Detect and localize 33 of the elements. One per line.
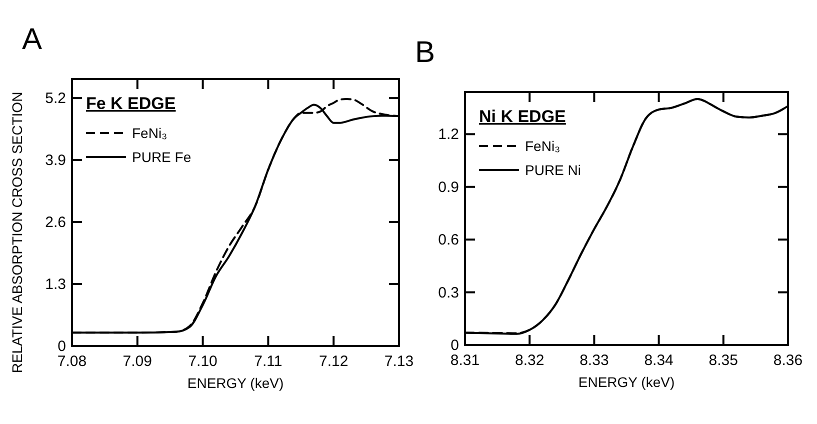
y-tick-label: 1.3 <box>45 276 66 294</box>
y-tick-label: 3.9 <box>45 152 66 170</box>
x-tick-label: 7.10 <box>188 353 218 370</box>
y-tick-label: 0.3 <box>438 284 459 302</box>
x-tick-label: 7.12 <box>319 353 348 370</box>
legend-title: Fe K EDGE <box>86 94 176 113</box>
legend-title: Ni K EDGE <box>479 107 566 126</box>
legend-label: PURE Fe <box>132 149 192 165</box>
x-tick-label: 7.11 <box>254 353 282 370</box>
y-tick-label: 1.2 <box>438 126 459 144</box>
y-axis-title: RELATIVE ABSORPTION CROSS SECTION <box>9 92 25 374</box>
y-tick-label: 5.2 <box>45 90 66 108</box>
legend-label: FeNi₃ <box>132 125 168 141</box>
x-axis-title: ENERGY (keV) <box>578 374 675 390</box>
legend-label: PURE Ni <box>525 162 582 178</box>
x-tick-label: 8.36 <box>773 352 803 369</box>
x-tick-label: 8.31 <box>450 352 480 369</box>
x-tick-label: 7.09 <box>122 353 152 370</box>
x-tick-label: 8.32 <box>515 352 544 369</box>
x-tick-label: 7.13 <box>384 353 414 370</box>
x-tick-label: 8.33 <box>580 352 609 369</box>
y-tick-label: 0 <box>58 338 66 355</box>
y-tick-label: 0.6 <box>438 232 459 249</box>
chart-title: A <box>22 23 42 56</box>
x-tick-label: 8.35 <box>708 352 738 369</box>
y-tick-label: 0 <box>450 337 459 354</box>
x-tick-label: 8.34 <box>644 352 674 369</box>
chart-title: B <box>415 36 436 69</box>
x-tick-label: 7.08 <box>57 353 87 370</box>
y-tick-label: 2.6 <box>45 214 66 232</box>
y-tick-label: 0.9 <box>438 178 459 196</box>
x-axis-title: ENERGY (keV) <box>187 375 284 391</box>
legend-label: FeNi₃ <box>525 138 560 154</box>
